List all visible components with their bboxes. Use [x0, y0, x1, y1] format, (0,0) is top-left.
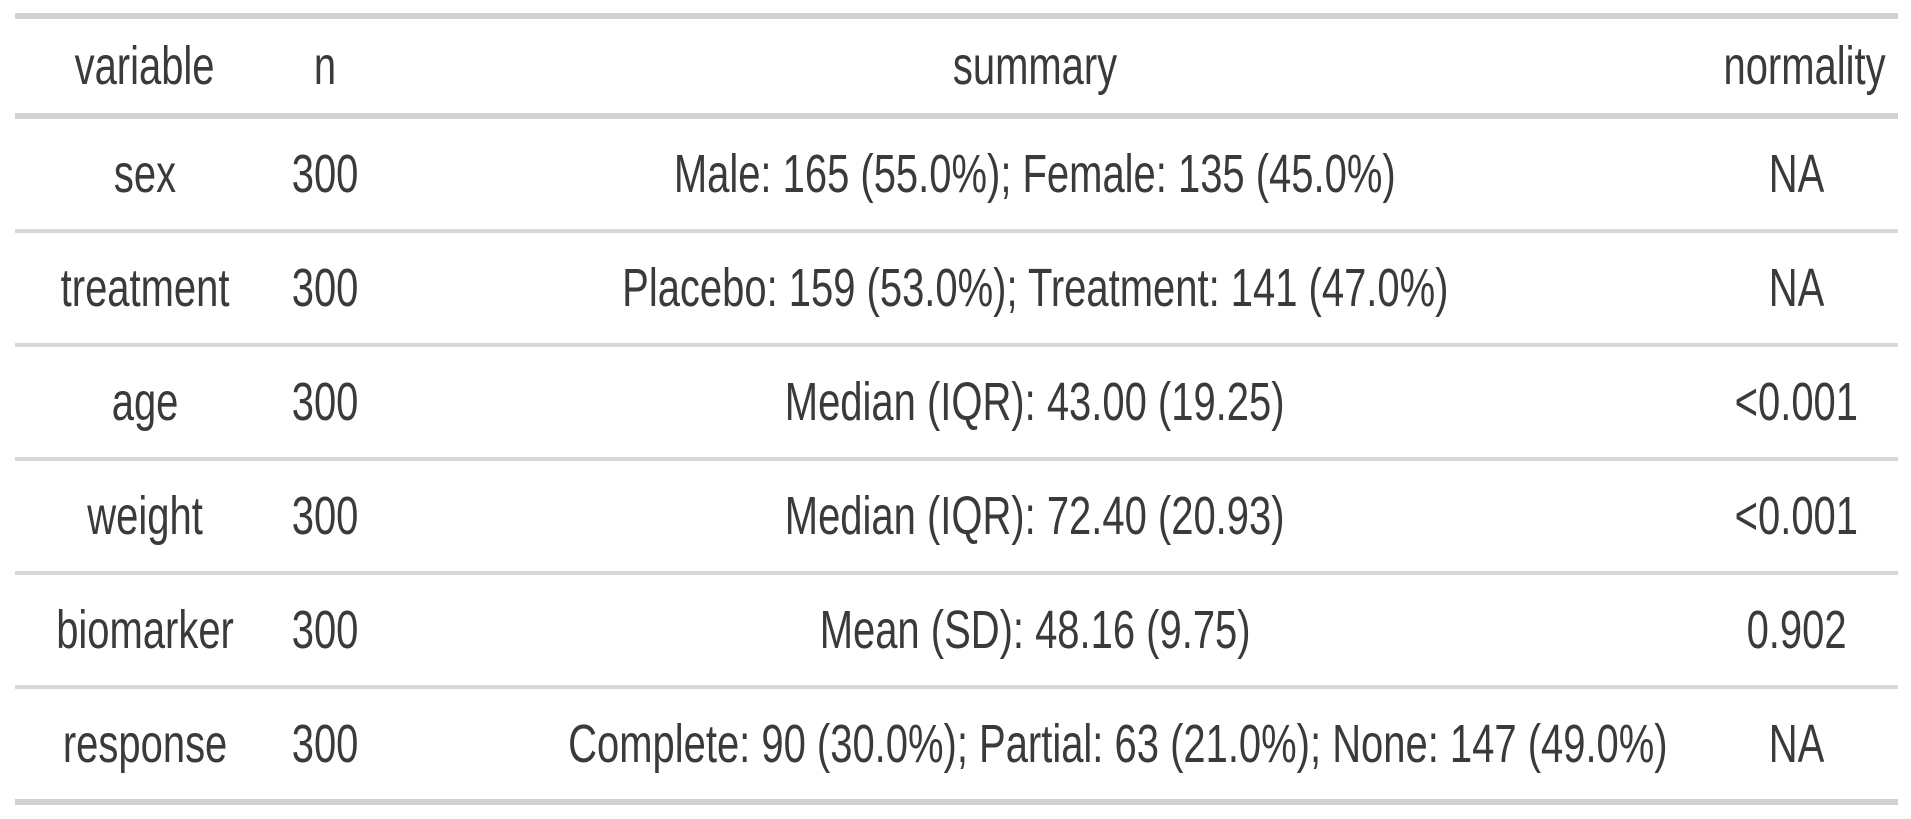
- table-row-weight: weight 300 Median (IQR): 72.40 (20.93) <…: [15, 461, 1898, 575]
- cell-text: sex: [113, 144, 177, 204]
- table-body: sex 300 Male: 165 (55.0%); Female: 135 (…: [15, 119, 1898, 805]
- cell-variable: treatment: [15, 233, 275, 347]
- cell-text: <0.001: [1734, 372, 1859, 432]
- table-row-biomarker: biomarker 300 Mean (SD): 48.16 (9.75) 0.…: [15, 575, 1898, 689]
- cell-text: response: [62, 714, 228, 774]
- table-row-sex: sex 300 Male: 165 (55.0%); Female: 135 (…: [15, 119, 1898, 233]
- cell-text: 300: [291, 258, 359, 318]
- cell-variable: age: [15, 347, 275, 461]
- header-label-variable: variable: [75, 36, 215, 96]
- cell-summary: Complete: 90 (30.0%); Partial: 63 (21.0%…: [375, 689, 1695, 805]
- header-label-summary: summary: [952, 36, 1118, 96]
- table-row-age: age 300 Median (IQR): 43.00 (19.25) <0.0…: [15, 347, 1898, 461]
- cell-n: 300: [275, 347, 375, 461]
- cell-text: Placebo: 159 (53.0%); Treatment: 141 (47…: [621, 258, 1449, 318]
- cell-n: 300: [275, 689, 375, 805]
- cell-variable: response: [15, 689, 275, 805]
- cell-normality: 0.902: [1695, 575, 1898, 689]
- table-row-response: response 300 Complete: 90 (30.0%); Parti…: [15, 689, 1898, 805]
- cell-variable: sex: [15, 119, 275, 233]
- header-label-n: n: [313, 36, 337, 96]
- header-cell-n: n: [275, 19, 375, 119]
- cell-text: 300: [291, 600, 359, 660]
- cell-normality: NA: [1695, 233, 1898, 347]
- cell-text: Median (IQR): 72.40 (20.93): [785, 486, 1285, 546]
- cell-text: 300: [291, 486, 359, 546]
- table-header: variable n summary normality: [15, 19, 1898, 119]
- cell-summary: Placebo: 159 (53.0%); Treatment: 141 (47…: [375, 233, 1695, 347]
- cell-n: 300: [275, 461, 375, 575]
- header-cell-normality: normality: [1695, 19, 1898, 119]
- cell-text: treatment: [60, 258, 230, 318]
- cell-text: 300: [291, 714, 359, 774]
- cell-text: 300: [291, 372, 359, 432]
- cell-normality: NA: [1695, 119, 1898, 233]
- cell-normality: NA: [1695, 689, 1898, 805]
- cell-text: Mean (SD): 48.16 (9.75): [819, 600, 1251, 660]
- cell-text: 0.902: [1746, 600, 1847, 660]
- cell-text: <0.001: [1734, 486, 1859, 546]
- cell-text: NA: [1768, 258, 1825, 318]
- cell-text: NA: [1768, 714, 1825, 774]
- cell-n: 300: [275, 119, 375, 233]
- cell-n: 300: [275, 575, 375, 689]
- cell-n: 300: [275, 233, 375, 347]
- cell-variable: weight: [15, 461, 275, 575]
- cell-text: weight: [87, 486, 203, 546]
- cell-summary: Mean (SD): 48.16 (9.75): [375, 575, 1695, 689]
- cell-normality: <0.001: [1695, 347, 1898, 461]
- header-cell-summary: summary: [375, 19, 1695, 119]
- cell-text: NA: [1768, 144, 1825, 204]
- cell-summary: Male: 165 (55.0%); Female: 135 (45.0%): [375, 119, 1695, 233]
- header-label-normality: normality: [1723, 36, 1886, 96]
- cell-text: 300: [291, 144, 359, 204]
- cell-variable: biomarker: [15, 575, 275, 689]
- header-cell-variable: variable: [15, 19, 275, 119]
- cell-normality: <0.001: [1695, 461, 1898, 575]
- cell-summary: Median (IQR): 72.40 (20.93): [375, 461, 1695, 575]
- cell-text: Male: 165 (55.0%); Female: 135 (45.0%): [674, 144, 1396, 204]
- cell-text: Complete: 90 (30.0%); Partial: 63 (21.0%…: [568, 714, 1668, 774]
- cell-text: Median (IQR): 43.00 (19.25): [785, 372, 1285, 432]
- cell-text: biomarker: [56, 600, 234, 660]
- cell-summary: Median (IQR): 43.00 (19.25): [375, 347, 1695, 461]
- header-row: variable n summary normality: [15, 19, 1898, 119]
- summary-table: variable n summary normality sex 300 Mal…: [15, 13, 1898, 805]
- table-row-treatment: treatment 300 Placebo: 159 (53.0%); Trea…: [15, 233, 1898, 347]
- cell-text: age: [111, 372, 179, 432]
